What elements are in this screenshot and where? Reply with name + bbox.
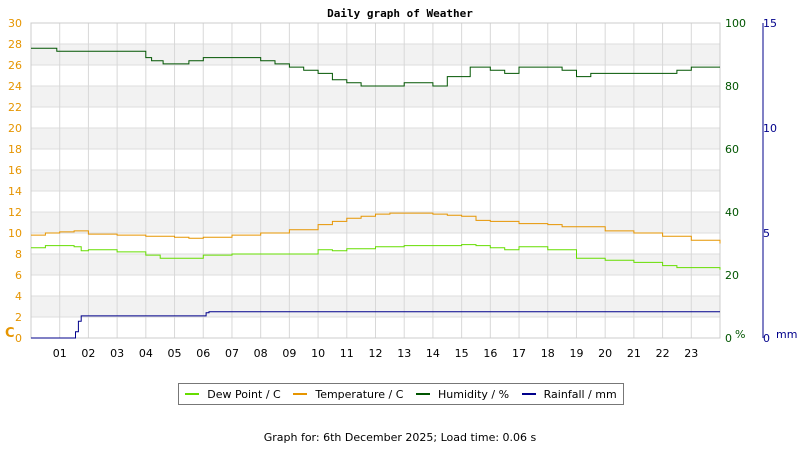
- humidity-axis-tick-label: 60: [725, 143, 739, 156]
- humidity-axis-tick-label: 100: [725, 17, 746, 30]
- rainfall-axis-tick-label: 5: [763, 227, 770, 240]
- left-axis-tick-label: 24: [8, 80, 22, 93]
- legend-label: Humidity / %: [438, 387, 510, 401]
- x-axis-tick-label: 01: [53, 347, 67, 360]
- x-axis-tick-label: 11: [340, 347, 354, 360]
- rainfall-axis-tick-label: 0: [763, 332, 770, 345]
- legend-label: Temperature / C: [315, 387, 404, 401]
- x-axis-tick-label: 02: [81, 347, 95, 360]
- x-axis-tick-label: 13: [397, 347, 411, 360]
- x-axis-tick-label: 06: [196, 347, 210, 360]
- x-axis-tick-label: 14: [426, 347, 440, 360]
- tick-labels: 0246810121416182022242628300204060801000…: [8, 17, 777, 360]
- x-axis-tick-label: 04: [139, 347, 153, 360]
- legend-item-temperature: Temperature / C: [293, 388, 403, 401]
- x-axis-tick-label: 16: [483, 347, 497, 360]
- legend-item-humidity: Humidity / %: [416, 388, 509, 401]
- plot-grid: [30, 22, 764, 339]
- x-axis-tick-label: 03: [110, 347, 124, 360]
- humidity-axis-tick-label: 20: [725, 269, 739, 282]
- x-axis-tick-label: 09: [282, 347, 296, 360]
- left-axis-tick-label: 4: [15, 290, 22, 303]
- legend-swatch: [293, 393, 308, 395]
- left-axis-tick-label: 14: [8, 185, 22, 198]
- x-axis-tick-label: 05: [168, 347, 182, 360]
- legend-label: Dew Point / C: [207, 387, 281, 401]
- legend-label: Rainfall / mm: [543, 387, 617, 401]
- x-axis-tick-label: 20: [598, 347, 612, 360]
- x-axis-tick-label: 17: [512, 347, 526, 360]
- left-axis-unit-label: C: [5, 326, 15, 341]
- chart-title: Daily graph of Weather: [327, 7, 473, 20]
- left-axis-tick-label: 6: [15, 269, 22, 282]
- x-axis-tick-label: 22: [656, 347, 670, 360]
- x-axis-tick-label: 15: [455, 347, 469, 360]
- dew-point-series-line: [31, 244, 721, 270]
- left-axis-tick-label: 18: [8, 143, 22, 156]
- rainfall-axis-tick-label: 15: [763, 17, 777, 30]
- x-axis-tick-label: 18: [541, 347, 555, 360]
- humidity-axis-tick-label: 40: [725, 206, 739, 219]
- rainfall-axis-tick-label: 10: [763, 122, 777, 135]
- x-axis-tick-label: 23: [684, 347, 698, 360]
- legend-swatch: [185, 393, 200, 395]
- series-layer: [31, 47, 721, 339]
- legend-item-rainfall: Rainfall / mm: [521, 387, 617, 401]
- x-axis-tick-label: 10: [311, 347, 325, 360]
- left-axis-tick-label: 16: [8, 164, 22, 177]
- rainfall-axis-unit-label: mm: [776, 328, 797, 341]
- left-axis-tick-label: 30: [8, 17, 22, 30]
- x-axis-tick-label: 08: [254, 347, 268, 360]
- left-axis-tick-label: 8: [15, 248, 22, 261]
- x-axis-tick-label: 21: [627, 347, 641, 360]
- left-axis-tick-label: 12: [8, 206, 22, 219]
- left-axis-tick-label: 28: [8, 38, 22, 51]
- plot-frame: [30, 22, 721, 339]
- x-axis-tick-label: 07: [225, 347, 239, 360]
- humidity-series-line: [31, 47, 720, 87]
- chart-legend: Dew Point / C Temperature / C Humidity / %…: [178, 383, 624, 405]
- left-axis-tick-label: 2: [15, 311, 22, 324]
- left-axis-tick-label: 22: [8, 101, 22, 114]
- legend-item-dew-point: Dew Point / C: [185, 387, 281, 401]
- legend-swatch: [416, 393, 431, 395]
- graph-footer: Graph for: 6th December 2025; Load time:…: [263, 431, 537, 444]
- legend-swatch: [521, 393, 536, 395]
- left-axis-tick-label: 10: [8, 227, 22, 240]
- x-axis-tick-label: 19: [569, 347, 583, 360]
- rainfall-series-line: [31, 311, 720, 339]
- left-axis-tick-label: 0: [15, 332, 22, 345]
- humidity-axis-unit-label: %: [735, 328, 745, 341]
- temperature-series-line: [31, 212, 721, 244]
- left-axis-tick-label: 20: [8, 122, 22, 135]
- humidity-axis-tick-label: 80: [725, 80, 739, 93]
- left-axis-tick-label: 26: [8, 59, 22, 72]
- humidity-axis-tick-label: 0: [725, 332, 732, 345]
- x-axis-tick-label: 12: [369, 347, 383, 360]
